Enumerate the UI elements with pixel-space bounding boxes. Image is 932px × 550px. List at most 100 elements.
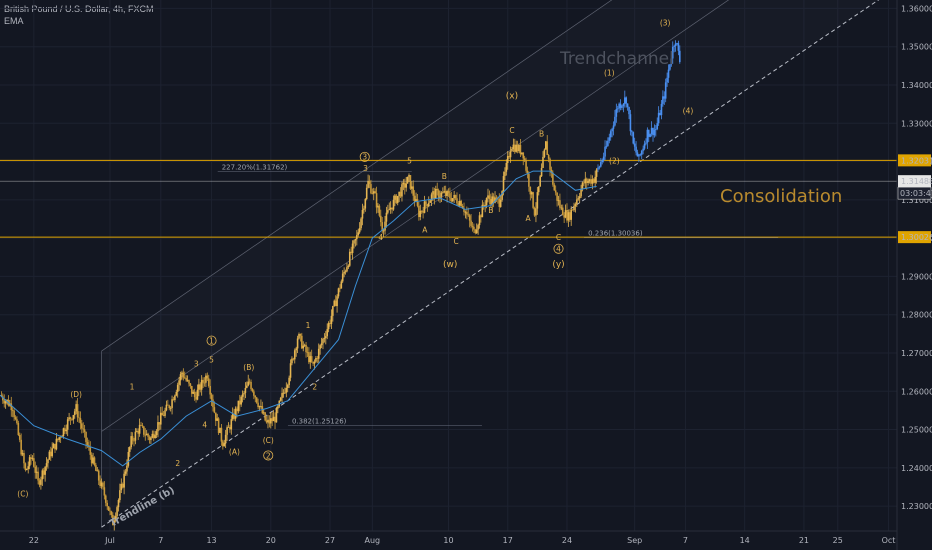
candle [574,202,577,213]
candle-body [34,466,37,473]
candle-body [553,184,556,191]
candle [130,431,132,450]
candle-body [458,200,461,206]
candle [577,196,580,201]
candle-body [357,232,360,236]
candle-body [673,46,675,47]
candle-body [20,439,22,455]
candle-body [657,112,660,124]
candle-body [643,143,646,149]
candle-body [499,199,502,207]
candle-body [492,196,495,203]
wave-label: 1 [130,382,135,391]
candle [347,264,350,270]
candle-body [360,218,362,229]
candle-body [563,215,565,218]
consolidation-label: Consolidation [720,186,842,207]
candle-body [477,225,479,230]
candle-body [171,399,173,408]
candle-body [103,487,106,496]
candle [114,512,117,523]
candle [657,106,660,126]
candle [319,344,321,355]
candle [79,411,82,430]
candle [23,450,25,469]
candle [370,179,372,195]
candle [456,192,458,206]
candle [420,210,423,214]
candle-body [289,363,292,378]
candle [412,180,415,201]
candle [621,104,623,111]
candle [260,399,262,409]
candle [92,452,94,465]
candle [444,185,447,198]
wave-circle [263,450,274,461]
candle-body [375,193,378,208]
candle [333,299,336,307]
candle [30,454,32,465]
candle [482,202,485,210]
candle-body [17,423,20,435]
candle-body [443,191,446,193]
candle-body [277,406,279,409]
price-badge [898,154,931,167]
candle-body [411,186,413,189]
candle [354,238,357,247]
candle-body [106,502,108,507]
candle [642,145,644,155]
candle [532,191,534,210]
candle-body [529,186,532,195]
candle-body [467,214,470,216]
candle [69,416,72,426]
candle-body [354,239,357,241]
candle-body [137,430,140,434]
candle [499,195,502,208]
candle [47,458,49,469]
candle [238,394,241,412]
candle-body [117,499,120,508]
candle [312,361,314,367]
candle [408,173,410,183]
candle-body [217,418,220,433]
candle [398,191,400,203]
candle-body [580,188,582,197]
candle-body [13,410,15,418]
candle-body [480,215,482,218]
candle-body [313,361,316,364]
x-tick-label: 21 [799,536,809,545]
candle [16,416,18,425]
candle [475,223,478,234]
candle-body [131,436,134,441]
candle [189,383,192,389]
candle [151,430,154,439]
candle-body [25,469,28,471]
candle [344,269,347,275]
candle [11,407,14,418]
candle [246,381,248,389]
candle [567,209,570,227]
candle-body [116,507,118,517]
candle [568,209,571,222]
candle-body [49,451,52,457]
candle [38,478,41,488]
candle-body [526,170,529,174]
candle [679,45,681,64]
candle-body [330,315,333,324]
candle-body [607,140,609,146]
candle [604,140,606,161]
candle [27,461,30,474]
candle [241,390,244,403]
candle [674,40,677,52]
candle-body [271,418,274,422]
candle [2,393,4,404]
candle [339,284,341,293]
wave-label: C [556,233,561,242]
candle-body [419,210,422,218]
candle [391,207,393,214]
candle-body [126,465,128,472]
candle-body [556,192,558,201]
candle [519,139,522,158]
candle [286,383,289,393]
